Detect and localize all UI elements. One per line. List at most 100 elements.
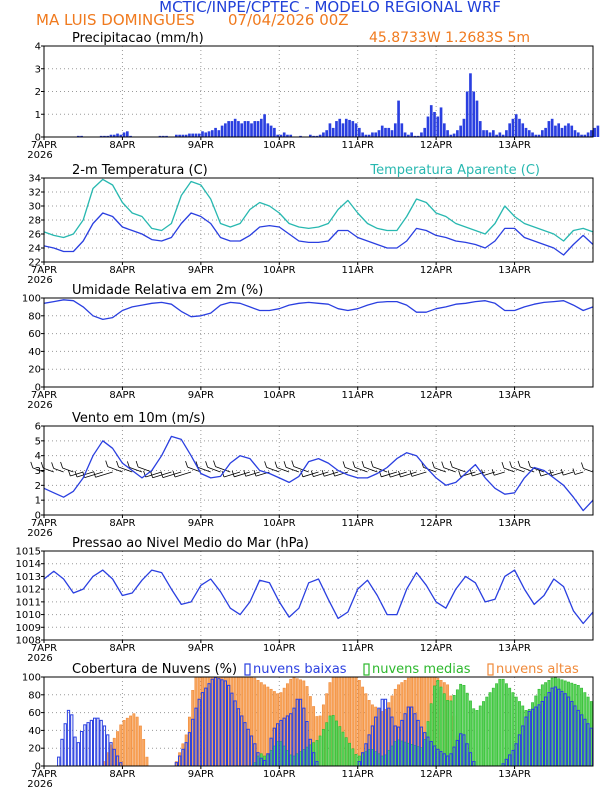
cloud-mid-bar — [491, 687, 495, 767]
header-date: 07/04/2026 00Z — [228, 11, 349, 29]
precip-bar — [214, 127, 217, 137]
wind-barb — [363, 466, 378, 473]
x-tick-label: 10APR — [263, 140, 296, 151]
precip-bar — [495, 134, 498, 137]
cloud-mid-bar — [351, 748, 355, 767]
y-tick-label: 1010 — [16, 610, 41, 621]
x-tick-label: 10APR — [263, 390, 296, 401]
wind-barb — [334, 471, 349, 477]
wind-barb-flag — [274, 461, 278, 468]
y-tick-label: 1014 — [16, 559, 41, 570]
wind-barb-flag — [172, 470, 176, 478]
wind-barb-flag — [30, 461, 34, 469]
y-tick-label: 32 — [28, 188, 41, 199]
precip-bar — [328, 123, 332, 137]
cloud-mid-bar — [318, 735, 322, 767]
cloud-mid-bar — [498, 678, 502, 767]
wind-barb-flag — [527, 460, 531, 468]
precip-bar — [158, 135, 162, 137]
precip-bar — [282, 132, 286, 137]
precip-bar — [442, 123, 446, 137]
y-tick-label: 3 — [35, 466, 41, 477]
precip-bar — [475, 100, 479, 137]
precip-bar — [456, 130, 459, 137]
wind-barb — [313, 471, 329, 478]
wind-barb-flag — [501, 461, 505, 469]
wind-barb-flag — [74, 470, 78, 478]
cloud-mid-bar — [348, 742, 351, 767]
x-year-label: 2026 — [27, 528, 52, 539]
cloud-mid-bar — [344, 737, 348, 767]
x-tick-label: 13APR — [498, 518, 531, 529]
plot-frame — [43, 45, 594, 138]
precip-bar — [99, 135, 103, 137]
x-tick-label: 12APR — [420, 769, 453, 780]
cloud-mid-bar — [475, 710, 479, 767]
x-tick-label: 10APR — [263, 265, 296, 276]
precip-bar — [488, 132, 492, 137]
legend-swatch — [487, 663, 494, 676]
cloud-high-bar — [263, 684, 267, 767]
x-tick-label: 13APR — [498, 265, 531, 276]
cloud-mid-bar — [335, 720, 338, 767]
series-line-blue — [43, 435, 594, 512]
wind-barb — [234, 471, 250, 478]
y-tick-label: 28 — [28, 216, 41, 227]
precip-bar — [220, 125, 224, 137]
precip-bar — [501, 134, 505, 137]
x-tick-label: 12APR — [420, 390, 453, 401]
precip-bar — [452, 133, 456, 137]
wind-barb-flag — [291, 460, 295, 467]
x-year-label: 2026 — [27, 150, 52, 161]
precip-bar — [380, 125, 384, 137]
y-tick-label: 0 — [35, 383, 41, 394]
x-tick-label: 11APR — [341, 518, 374, 529]
wind-barb-flag — [441, 461, 445, 468]
cloud-low-bar — [79, 731, 84, 767]
wind-barb — [563, 471, 574, 476]
wind-barb — [530, 466, 545, 473]
wind-barb — [162, 471, 182, 479]
wind-barb — [223, 471, 241, 478]
panel-title: Umidade Relativa em 2m (%) — [72, 283, 263, 298]
y-tick-label: 60 — [28, 329, 41, 340]
panel-wind: 0 1 2 3 4 5 6 Vento em 10m (m/s) 7APR 8APR 9APR 10A… — [27, 411, 594, 539]
x-tick-label: 10APR — [263, 518, 296, 529]
precip-bar — [384, 127, 387, 137]
precip-bar — [338, 118, 342, 137]
precip-bar — [279, 134, 283, 137]
cloud-low-bar — [66, 709, 71, 767]
header-coords: 45.8733W 1.2683S 5m — [369, 30, 530, 46]
wind-barb-flag — [213, 460, 216, 467]
wind-barb-flag — [370, 460, 374, 467]
wind-barb — [207, 466, 221, 473]
precip-bar — [322, 132, 325, 137]
precip-bar — [224, 123, 227, 137]
panel-title: 2-m Temperatura (C) — [72, 163, 208, 178]
wind-barb — [494, 471, 505, 476]
wind-barb-flag — [409, 470, 413, 477]
wind-barb — [32, 467, 45, 473]
precip-bar — [331, 127, 335, 137]
precip-bar — [524, 127, 528, 137]
wind-barb — [344, 466, 358, 473]
precip-bar — [217, 130, 221, 137]
header-title: MCTIC/INPE/CPTEC - MODELO REGIONAL WRF — [159, 0, 501, 16]
plot-frame — [43, 676, 594, 767]
wind-barb-flag — [40, 461, 44, 469]
cloud-low-bar — [96, 717, 100, 767]
precip-bar — [429, 105, 433, 137]
x-tick-label: 8APR — [109, 390, 135, 401]
x-tick-label: 9APR — [188, 265, 214, 276]
precip-bar — [341, 123, 345, 137]
wind-barb-flag — [469, 469, 473, 477]
precip-bar — [590, 130, 593, 137]
cloud-low-bar — [76, 742, 80, 767]
y-tick-label: 3 — [35, 64, 41, 75]
precip-bar — [348, 119, 351, 137]
panel-title: Cobertura de Nuvens (%) — [72, 662, 237, 677]
x-tick-label: 12APR — [420, 265, 453, 276]
wind-barb-flag — [352, 461, 356, 468]
wind-barb-flag — [116, 460, 119, 468]
